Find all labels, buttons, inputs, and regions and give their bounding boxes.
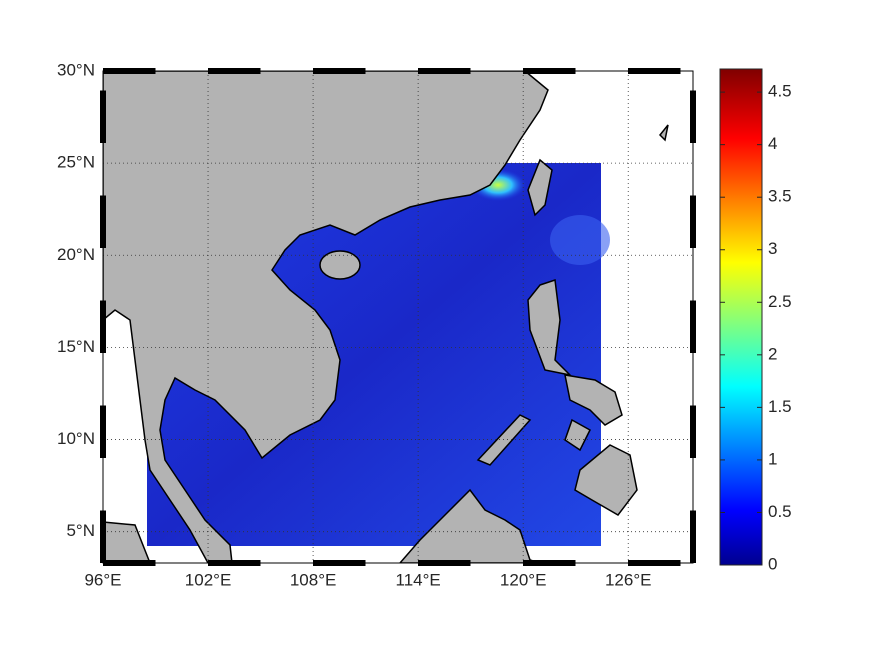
mainland	[103, 71, 549, 563]
visayas	[564, 374, 623, 426]
colorbar-tick-label: 2	[768, 344, 777, 363]
colorbar-tick-label: 2.5	[768, 292, 792, 311]
colorbar-tick-label: 1	[768, 449, 777, 468]
y-tick-label: 30°N	[57, 60, 95, 79]
x-tick-label: 96°E	[84, 570, 121, 589]
y-tick-label: 20°N	[57, 245, 95, 264]
islet	[658, 124, 669, 142]
colorbar-tick-label: 1.5	[768, 397, 792, 416]
x-tick-label: 102°E	[185, 570, 232, 589]
colorbar-tick-label: 3	[768, 239, 777, 258]
colorbar-tick-label: 4	[768, 134, 777, 153]
taiwan	[527, 158, 553, 217]
x-tick-label: 120°E	[500, 570, 547, 589]
colorbar-tick-label: 0	[768, 554, 777, 573]
x-tick-label: 114°E	[396, 570, 441, 589]
land	[103, 71, 669, 563]
colorbar-tick-label: 0.5	[768, 502, 792, 521]
colorbar	[719, 68, 763, 566]
y-tick-label: 25°N	[57, 153, 95, 172]
colorbar-tick-label: 3.5	[768, 187, 792, 206]
map-area	[103, 71, 669, 563]
luzon	[527, 278, 573, 377]
y-tick-label: 15°N	[57, 337, 95, 356]
x-tick-label: 126°E	[605, 570, 652, 589]
palawan	[476, 414, 532, 466]
negros	[564, 418, 591, 452]
y-tick-label: 5°N	[66, 521, 95, 540]
hainan	[319, 250, 361, 280]
frame	[100, 68, 696, 566]
field-patch	[550, 215, 610, 265]
sumatra	[103, 521, 151, 563]
y-tick-label: 10°N	[57, 429, 95, 448]
mindanao	[574, 444, 638, 516]
x-tick-label: 108°E	[290, 570, 337, 589]
colorbar-tick-label: 4.5	[768, 82, 792, 101]
